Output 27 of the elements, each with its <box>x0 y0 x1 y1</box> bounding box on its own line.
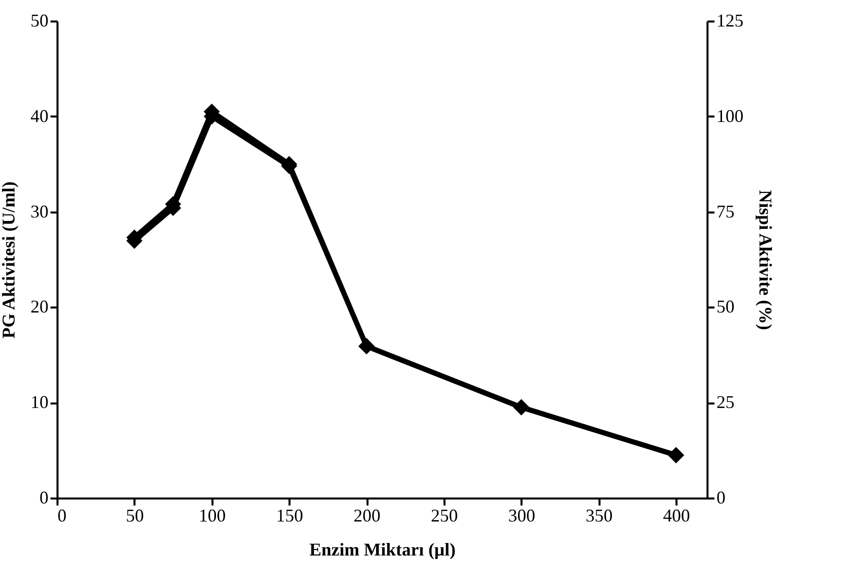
y-tick-label: 40 <box>30 106 48 126</box>
y-axis-title: PG Aktivitesi (U/ml) <box>0 182 18 338</box>
point <box>668 447 684 464</box>
y2-tick-label: 0 <box>716 488 726 508</box>
y-tick-label: 30 <box>30 201 48 222</box>
y2-tick-label: 25 <box>716 392 734 412</box>
y2-tick-label: 125 <box>716 10 744 30</box>
y2-tick-label: 50 <box>716 296 734 317</box>
y-tick-label: 50 <box>30 10 48 30</box>
x-tick-label: 150 <box>276 506 304 526</box>
x-tick-label: 350 <box>586 506 613 526</box>
x-tick-label: 0 <box>58 506 66 526</box>
x-tick-label: 200 <box>354 506 381 526</box>
x-tick-label: 250 <box>430 506 458 526</box>
y-tick-label: 20 <box>30 296 48 317</box>
x-tick-label: 100 <box>198 506 226 526</box>
point <box>513 399 530 416</box>
x-tick-label: 300 <box>508 506 536 526</box>
point <box>358 338 375 354</box>
y2-tick-label: 75 <box>716 201 734 222</box>
x-axis-title: Enzim Miktarı (µl) <box>309 540 456 560</box>
y-tick-label: 0 <box>40 488 48 508</box>
y2-tick-label: 100 <box>716 106 744 126</box>
x-tick-label: 400 <box>663 506 690 526</box>
x-tick-label: 50 <box>126 506 144 526</box>
y-tick-label: 10 <box>30 392 48 412</box>
y2-axis-title: Nispi Aktivite (%) <box>756 190 776 330</box>
